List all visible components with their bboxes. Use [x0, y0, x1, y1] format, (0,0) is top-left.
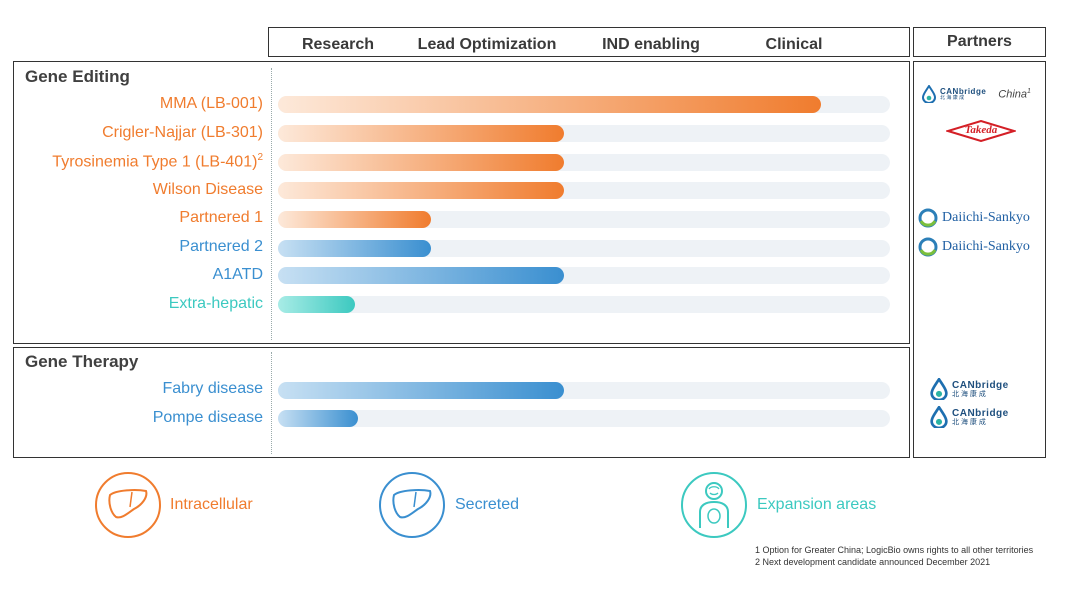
track-tyrosinemia: [278, 154, 890, 171]
legend-label-secreted: Secreted: [455, 496, 520, 513]
bar-crigler-najjar: [278, 125, 564, 142]
row-label-tyrosinemia: Tyrosinemia Type 1 (LB-401)2: [52, 152, 263, 171]
canbridge-wordmark: CANbridge: [940, 86, 987, 96]
gene-editing-box: [13, 61, 910, 344]
partner-daiichi-sankyo-2: Daiichi-Sankyo: [918, 237, 1030, 257]
stage-divider-line: [271, 352, 272, 454]
bar-pompe: [278, 410, 358, 427]
partner-canbridge-china: CANbridge 北 海 康 成 China1: [922, 85, 1031, 103]
liver-icon: [108, 489, 148, 519]
track-fabry: [278, 382, 890, 399]
takeda-logo-icon: [946, 120, 1016, 142]
row-label-pompe: Pompe disease: [152, 409, 263, 426]
row-label-extra-hepatic: Extra-hepatic: [168, 295, 263, 312]
daiichi-wordmark: Daiichi-Sankyo: [942, 210, 1030, 225]
daiichi-wordmark: Daiichi-Sankyo: [942, 239, 1030, 254]
track-wilson: [278, 182, 890, 199]
row-label-mma: MMA (LB-001): [159, 95, 263, 112]
stage-header-research: Research: [301, 36, 375, 53]
track-mma: [278, 96, 890, 113]
row-label-wilson: Wilson Disease: [152, 181, 263, 198]
track-extra-hepatic: [278, 296, 890, 313]
partner-canbridge-fabry: CANbridge 北 海 康 成: [930, 378, 1009, 400]
track-a1atd: [278, 267, 890, 284]
legend-secreted-circle: [379, 472, 445, 538]
track-partnered-2: [278, 240, 890, 257]
row-label-partnered-1: Partnered 1: [179, 209, 263, 226]
bar-partnered-2: [278, 240, 431, 257]
canbridge-drop-icon: [922, 85, 936, 103]
legend-label-expansion: Expansion areas: [757, 496, 877, 513]
row-label-partnered-2: Partnered 2: [179, 238, 263, 255]
legend-intracellular-circle: [95, 472, 161, 538]
bar-tyrosinemia: [278, 154, 564, 171]
bar-fabry: [278, 382, 564, 399]
track-crigler-najjar: [278, 125, 890, 142]
canbridge-drop-icon: [930, 378, 948, 400]
footnote-2: 2 Next development candidate announced D…: [755, 557, 991, 567]
row-label-fabry: Fabry disease: [162, 380, 264, 397]
section-title-gene-editing: Gene Editing: [25, 67, 130, 86]
canbridge-drop-icon: [930, 406, 948, 428]
canbridge-wordmark: CANbridge: [952, 379, 1009, 391]
stage-header-box: [268, 27, 910, 57]
track-partnered-1: [278, 211, 890, 228]
stage-header-lead-optimization: Lead Optimization: [417, 36, 557, 53]
stage-divider-line: [271, 68, 272, 340]
bar-mma: [278, 96, 821, 113]
row-label-crigler-najjar: Crigler-Najjar (LB-301): [102, 124, 263, 141]
bar-partnered-1: [278, 211, 431, 228]
footnote-marker: 2: [257, 152, 263, 163]
footnote-1: 1 Option for Greater China; LogicBio own…: [755, 545, 1034, 555]
canbridge-chinese: 北 海 康 成: [952, 418, 986, 426]
stage-header-clinical: Clinical: [765, 36, 823, 53]
bar-extra-hepatic: [278, 296, 355, 313]
bar-wilson: [278, 182, 564, 199]
track-pompe: [278, 410, 890, 427]
takeda-wordmark: Takeda: [964, 124, 998, 136]
partner-takeda: Takeda: [946, 120, 1016, 142]
partner-china-text: China: [998, 88, 1028, 101]
stage-header-ind-enabling: IND enabling: [602, 36, 700, 53]
partners-box: [913, 61, 1046, 458]
canbridge-wordmark: CANbridge: [952, 407, 1009, 419]
daiichi-logo-icon: [918, 237, 938, 257]
body-icon: [699, 482, 729, 528]
row-label-a1atd: A1ATD: [212, 266, 263, 283]
legend-expansion-circle: [681, 472, 747, 538]
partner-canbridge-pompe: CANbridge 北 海 康 成: [930, 406, 1009, 428]
bar-a1atd: [278, 267, 564, 284]
gene-therapy-box: [13, 347, 910, 458]
canbridge-chinese: 北 海 康 成: [952, 390, 986, 398]
section-title-gene-therapy: Gene Therapy: [25, 352, 139, 371]
daiichi-logo-icon: [918, 208, 938, 228]
legend-label-intracellular: Intracellular: [170, 496, 253, 513]
canbridge-chinese: 北 海 康 成: [940, 94, 965, 101]
footnote-marker: 1: [1027, 87, 1031, 95]
partners-header: Partners: [913, 27, 1046, 57]
liver-icon: [392, 489, 432, 519]
partner-daiichi-sankyo-1: Daiichi-Sankyo: [918, 208, 1030, 228]
